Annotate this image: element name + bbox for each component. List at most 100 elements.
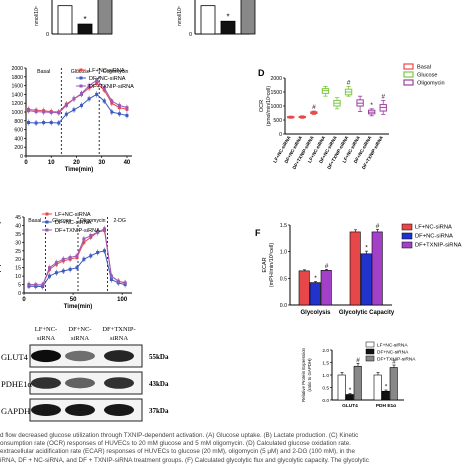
blot-column-label: siRNA [110, 335, 128, 342]
x-axis-label: Time(min) [65, 167, 94, 173]
blot-column-label: siRNA [37, 335, 55, 342]
y-axis-label: nmol/10⁵ [34, 6, 40, 26]
data-point [72, 108, 76, 112]
legend-marker [79, 76, 83, 80]
data-point [123, 281, 127, 285]
data-point [110, 110, 114, 114]
blot-band [65, 350, 95, 362]
legend-label: DF+NC-siRNA [377, 350, 409, 356]
blot-band [104, 404, 134, 416]
significance-mark: # [392, 359, 396, 366]
bar [360, 253, 372, 306]
data-point [109, 274, 113, 278]
y-axis-label: ECAR(mpH/min/10⁵ cells) [0, 221, 2, 288]
bar [220, 20, 236, 35]
significance-mark: * [370, 102, 373, 109]
data-point [89, 254, 93, 258]
data-point [102, 86, 106, 90]
y-tick-label: 30 [15, 240, 21, 246]
significance-mark: # [325, 263, 329, 270]
blot-band [65, 377, 95, 389]
legend-label: LF+NC-siRNA [377, 343, 408, 349]
y-axis-label: (ratio to GAPDH) [307, 358, 312, 392]
data-point [96, 230, 100, 234]
bar [320, 270, 332, 306]
x-tick-label: 100 [117, 297, 128, 303]
blot-column-label: DF+TXNIP- [102, 326, 135, 333]
y-tick-label: 1.5 [322, 361, 329, 367]
panel-b-bar-chart: nmol/10⁵ * 0 [177, 0, 256, 38]
data-point [89, 234, 93, 238]
panel-letter: F [255, 228, 261, 238]
blot-band [104, 350, 134, 362]
series-line [28, 93, 128, 124]
x-tick-label: Glycolytic Capacity [339, 310, 395, 316]
phase-label: Oligomycin [103, 69, 129, 75]
legend-label: DF+TXNIP-siRNA [55, 228, 100, 234]
y-axis-label: nmol/10⁵ [177, 6, 183, 26]
data-point [34, 121, 38, 125]
phase-label: Basal [37, 69, 50, 75]
y-axis-label: OCR [259, 100, 265, 112]
legend-swatch [403, 63, 414, 70]
y-tick-label: 600 [14, 128, 23, 134]
legend-label: DF+NC-siRNA [55, 220, 92, 226]
bar [309, 282, 321, 306]
data-point [103, 249, 107, 253]
y-tick-label: 1600 [11, 84, 23, 90]
data-point [95, 81, 99, 85]
legend-swatch [403, 79, 414, 86]
x-tick-label: 0 [22, 297, 26, 303]
blot-column-label: LF+NC- [35, 326, 57, 333]
legend-swatch [401, 241, 413, 249]
data-point [61, 257, 65, 261]
caption-line: d flow decreased glucose utilization thr… [0, 432, 359, 439]
y-tick-label: 5 [18, 283, 21, 289]
y-tick-label: 2000 [270, 76, 282, 82]
legend-swatch [401, 232, 413, 240]
data-point [87, 84, 91, 88]
legend-swatch [403, 71, 414, 78]
significance-mark: * [314, 275, 317, 282]
y-tick-label: 2.0 [322, 348, 329, 354]
phase-label: Basal [28, 218, 41, 224]
legend-marker [45, 220, 49, 224]
x-tick-label: 50 [70, 297, 77, 303]
legend-label: LF+NC-siRNA [55, 212, 91, 218]
bar [57, 5, 73, 35]
y-tick-label: 0.5 [280, 276, 287, 282]
significance-mark: # [312, 104, 316, 111]
data-point [82, 257, 86, 261]
bar [337, 374, 346, 401]
panel-letter: D [258, 68, 265, 78]
blot-band [31, 377, 61, 389]
legend-label: LF+NC-siRNA [415, 225, 452, 231]
bar [298, 270, 310, 306]
y-tick-label: 0.5 [322, 386, 329, 392]
y-axis-label: ECAR [262, 257, 268, 272]
data-point [80, 103, 84, 107]
data-point [82, 240, 86, 244]
legend-label: Basal [417, 65, 431, 71]
data-point [57, 111, 61, 115]
y-tick-label: 0 [279, 132, 282, 138]
data-point [49, 121, 53, 125]
blot-band [31, 404, 61, 416]
significance-mark: * [365, 245, 368, 252]
phase-label: Glucose [71, 69, 90, 75]
legend-label: DF+TXNIP-siRNA [89, 84, 134, 90]
legend-label: DF+NC-siRNA [415, 234, 453, 240]
y-tick-label: 1000 [270, 104, 282, 110]
significance-mark: * [226, 12, 229, 21]
legend-marker [79, 84, 83, 88]
data-point [95, 92, 99, 96]
caption-line: extracellular acidification rate (ECAR) … [0, 448, 355, 456]
blot-band [65, 404, 95, 416]
panel-e-ecar-kinetics: 0 5 10 15 20 25 30 35 40 45 0 50 100 Time(min) ECAR(mp… [0, 212, 132, 310]
y-tick-label: 1200 [11, 101, 23, 107]
significance-mark: * [349, 387, 352, 394]
data-point [34, 283, 38, 287]
data-point [110, 99, 114, 103]
bar [389, 367, 398, 401]
